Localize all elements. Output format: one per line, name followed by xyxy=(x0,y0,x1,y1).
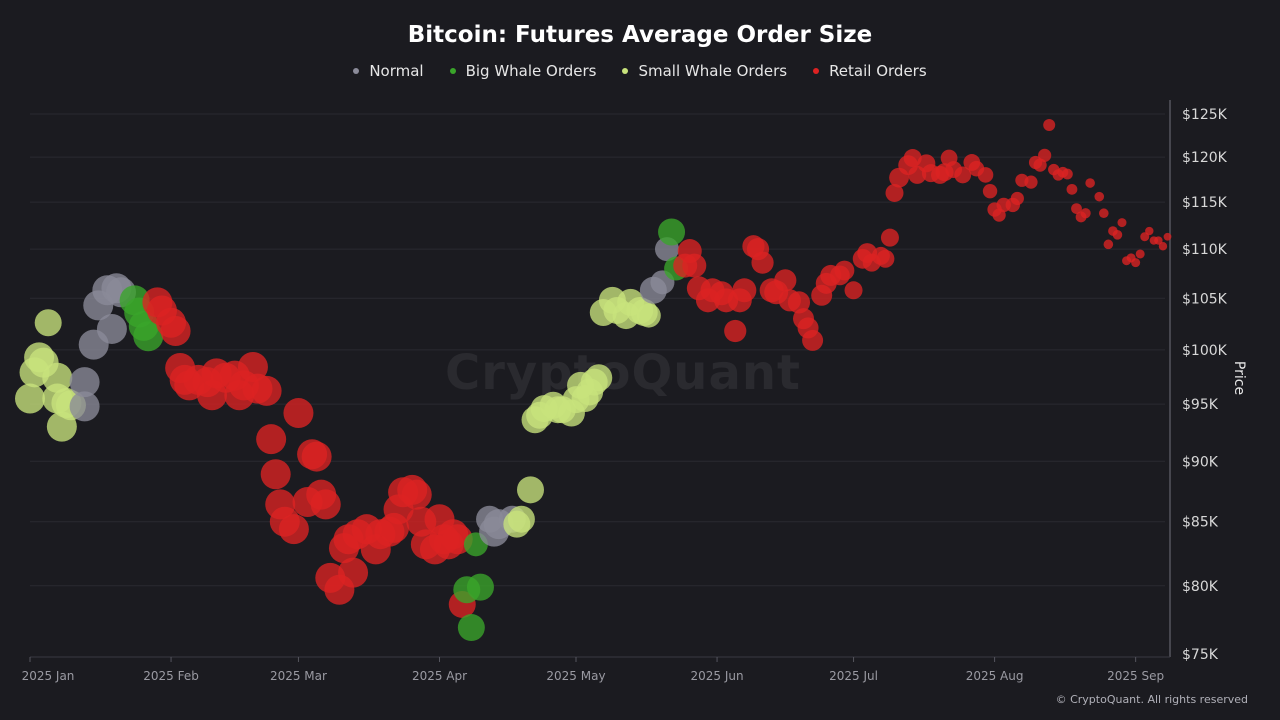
retail-point xyxy=(301,441,332,472)
y-tick-label: $100K xyxy=(1182,343,1228,359)
retail-point xyxy=(1117,218,1127,228)
normal-point xyxy=(96,313,127,344)
retail-point xyxy=(1071,203,1082,214)
retail-point xyxy=(1158,242,1168,251)
x-tick-label: 2025 Sep xyxy=(1107,669,1164,683)
legend-marker xyxy=(353,68,360,74)
small-whale-point xyxy=(507,505,535,533)
retail-point xyxy=(1094,191,1105,202)
retail-point xyxy=(1163,232,1172,241)
small-whale-point xyxy=(34,309,62,337)
retail-point xyxy=(954,166,972,184)
retail-point xyxy=(834,260,855,281)
watermark: CryptoQuant xyxy=(445,345,801,401)
legend-item-normal[interactable]: Normal xyxy=(353,62,424,80)
retail-point xyxy=(1062,168,1073,180)
small-whale-point xyxy=(517,476,544,504)
x-tick-label: 2025 Jul xyxy=(829,669,878,683)
retail-point xyxy=(787,291,811,314)
big-whale-point xyxy=(466,573,494,601)
normal-point xyxy=(69,391,100,422)
small-whale-point xyxy=(42,362,73,393)
small-whale-point xyxy=(636,303,661,328)
legend-marker xyxy=(813,68,820,74)
y-tick-label: $105K xyxy=(1182,291,1228,307)
retail-point xyxy=(1010,191,1024,206)
x-tick-label: 2025 May xyxy=(546,669,605,683)
y-tick-label: $115K xyxy=(1182,195,1228,211)
y-tick-label: $85K xyxy=(1182,515,1219,531)
retail-point xyxy=(1145,226,1154,236)
y-tick-label: $110K xyxy=(1182,242,1228,258)
retail-point xyxy=(1038,148,1052,162)
retail-point xyxy=(732,278,757,303)
retail-point xyxy=(160,316,191,347)
legend-label: Small Whale Orders xyxy=(638,62,788,80)
x-tick-label: 2025 Mar xyxy=(270,669,327,683)
legend-label: Normal xyxy=(369,62,424,80)
retail-point xyxy=(260,459,291,490)
retail-point xyxy=(1112,230,1123,240)
retail-point xyxy=(1080,208,1091,219)
y-tick-label: $125K xyxy=(1182,107,1228,123)
retail-point xyxy=(1099,208,1109,219)
retail-point xyxy=(1154,236,1163,245)
legend-marker xyxy=(449,68,456,74)
y-tick-label: $80K xyxy=(1182,579,1219,595)
retail-point xyxy=(802,329,824,351)
retail-point xyxy=(1024,175,1038,189)
retail-point xyxy=(338,557,369,588)
retail-point xyxy=(1103,239,1114,250)
retail-point xyxy=(751,251,774,274)
chart-title: Bitcoin: Futures Average Order Size xyxy=(407,22,873,48)
retail-point xyxy=(256,424,287,455)
retail-point xyxy=(903,149,922,168)
retail-point xyxy=(682,253,707,278)
legend-label: Retail Orders xyxy=(829,62,927,80)
retail-point xyxy=(774,269,797,292)
big-whale-point xyxy=(457,614,485,642)
x-tick-label: 2025 Feb xyxy=(143,669,199,683)
y-axis-label: Price xyxy=(1231,360,1248,396)
retail-point xyxy=(880,228,899,247)
y-tick-label: $95K xyxy=(1182,397,1219,413)
legend-label: Big Whale Orders xyxy=(465,62,597,80)
x-tick-label: 2025 Jun xyxy=(690,669,743,683)
legend-item-big-whale[interactable]: Big Whale Orders xyxy=(449,62,597,80)
retail-point xyxy=(977,167,994,183)
retail-point xyxy=(1066,183,1078,195)
retail-point xyxy=(278,514,309,545)
x-tick-label: 2025 Jan xyxy=(22,669,75,683)
small-whale-point xyxy=(585,364,613,392)
retail-point xyxy=(310,489,341,520)
retail-point xyxy=(1085,178,1095,188)
retail-point xyxy=(1043,119,1056,132)
small-whale-point xyxy=(15,383,45,414)
retail-point xyxy=(401,479,432,510)
x-tick-label: 2025 Apr xyxy=(412,669,467,683)
retail-point xyxy=(1135,249,1145,259)
normal-point xyxy=(69,367,100,398)
big-whale-point xyxy=(133,321,164,352)
legend-item-small-whale[interactable]: Small Whale Orders xyxy=(622,62,787,80)
copyright: © CryptoQuant. All rights reserved xyxy=(1055,693,1248,706)
y-tick-label: $75K xyxy=(1182,647,1219,663)
retail-point xyxy=(724,319,747,343)
y-tick-label: $90K xyxy=(1182,454,1219,470)
retail-point xyxy=(982,183,998,199)
retail-point xyxy=(885,183,904,202)
retail-point xyxy=(844,281,863,300)
legend: Normal Big Whale Orders Small Whale Orde… xyxy=(0,62,1280,80)
retail-point xyxy=(1131,258,1141,268)
legend-item-retail[interactable]: Retail Orders xyxy=(813,62,927,80)
big-whale-point xyxy=(658,218,686,246)
retail-point xyxy=(876,249,895,268)
x-tick-label: 2025 Aug xyxy=(966,669,1024,683)
retail-point xyxy=(251,375,282,406)
legend-marker xyxy=(622,68,629,74)
retail-point xyxy=(283,398,314,429)
y-tick-label: $120K xyxy=(1182,150,1228,166)
